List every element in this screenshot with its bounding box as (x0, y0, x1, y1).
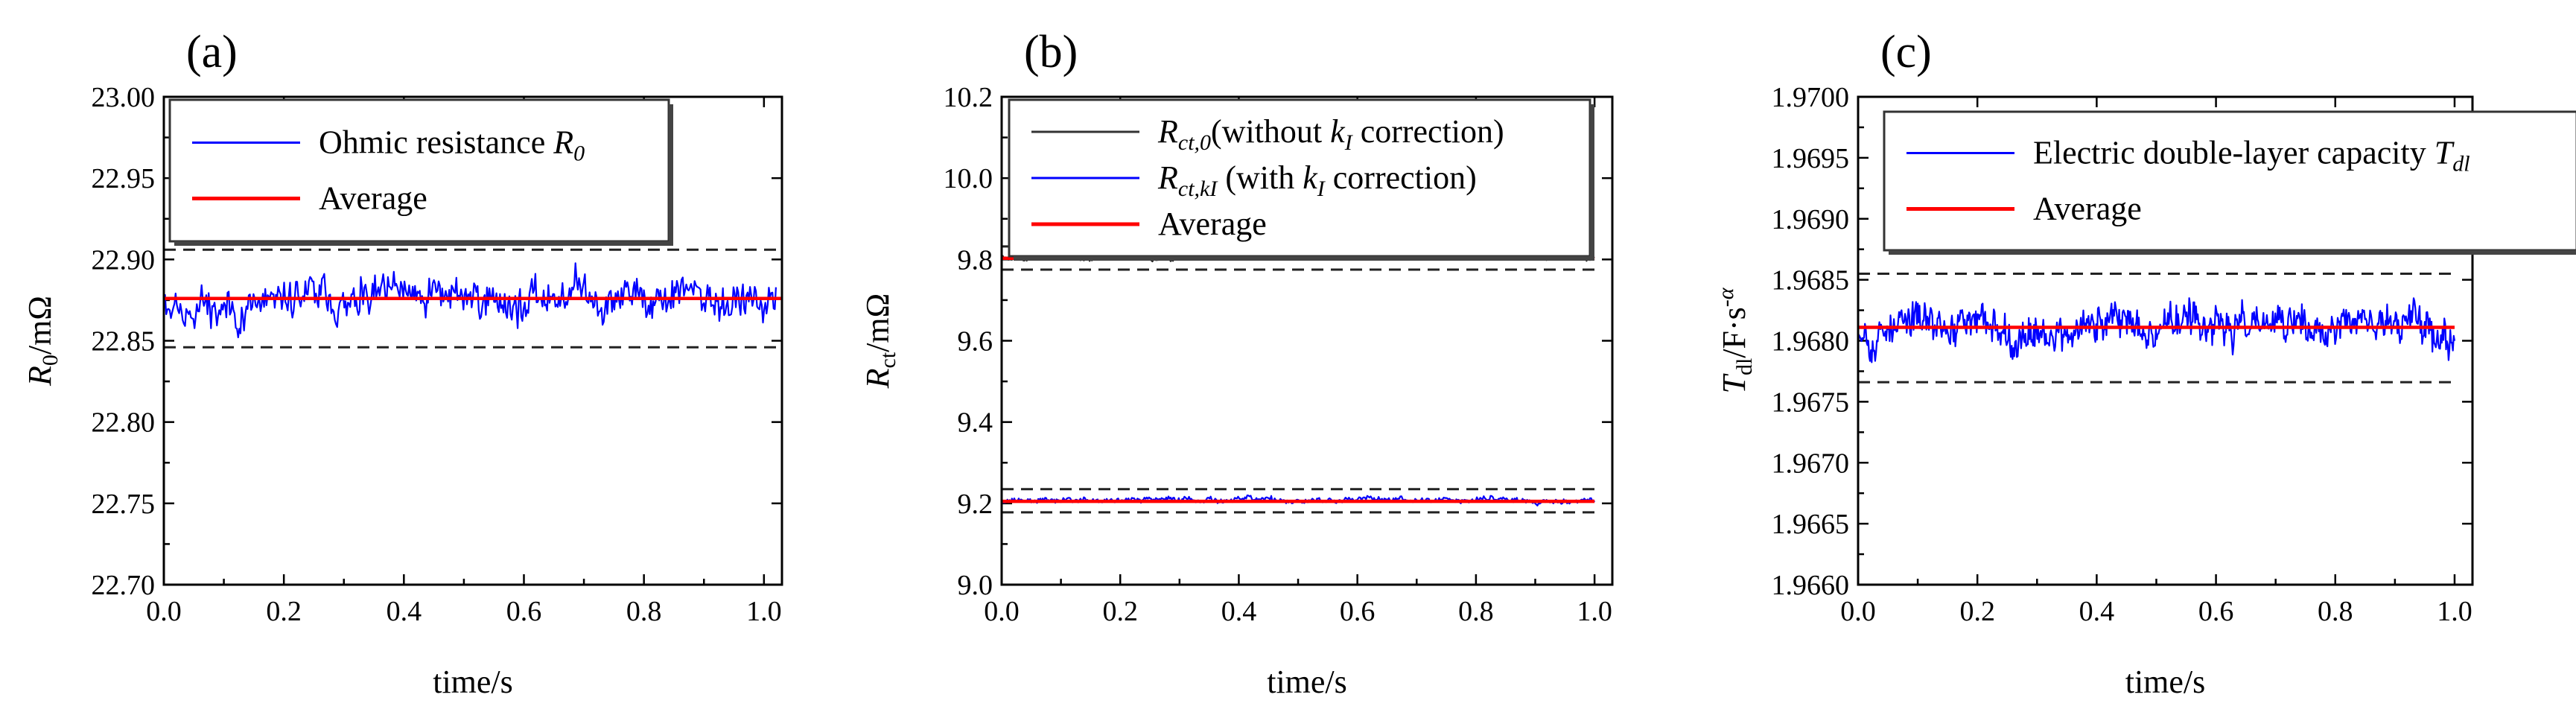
x-tick-label: 0.6 (1340, 596, 1376, 627)
plot-frame (1857, 95, 2474, 586)
legend-shadow (1889, 250, 2576, 255)
y-tick-label: 22.90 (92, 244, 156, 276)
legend-box (168, 98, 670, 243)
y-tick-label: 1.9690 (1772, 204, 1850, 235)
y-tick-label: 22.80 (92, 407, 156, 439)
x-tick-label: 0.0 (1840, 596, 1876, 627)
panel-label: (a) (186, 27, 238, 77)
x-tick-label: 0.2 (1959, 596, 1995, 627)
x-axis-title: time/s (1267, 664, 1347, 700)
x-tick-label: 1.0 (2437, 596, 2472, 627)
y-tick-label: 1.9670 (1772, 448, 1850, 479)
x-tick-label: 0.4 (387, 596, 422, 627)
y-tick-label: 1.9675 (1772, 387, 1850, 418)
y-tick-label: 22.70 (92, 570, 156, 601)
y-tick-label: 9.4 (958, 407, 993, 439)
y-tick-label: 1.9695 (1772, 143, 1850, 174)
legend: Ohmic resistance R0 Average (168, 98, 673, 246)
legend-label: Average (2033, 191, 2142, 227)
legend-label: Average (319, 180, 427, 217)
chart-panel-c: (c) 0.0 0.2 0.4 0.6 0.8 1.0 1.9660 1.9665 1.9670 1… (1714, 27, 2576, 700)
y-tick-label: 1.9665 (1772, 509, 1850, 540)
legend: Electric double-layer capacity Tdl Averag… (1883, 110, 2576, 255)
panel-label: (b) (1024, 27, 1078, 77)
y-axis-title: Tdl/F·s-α (1714, 287, 1757, 393)
chart-panel-b: (b) 0.0 0.2 0.4 0.6 0.8 1.0 9.0 9.2 9.4 9.6 9.8 10.0… (859, 27, 1614, 700)
series-line-0 (164, 262, 777, 339)
y-tick-label: 10.0 (944, 163, 993, 194)
x-tick-label: 0.4 (2079, 596, 2115, 627)
legend-label: Rct,kI (with kI correction) (1157, 159, 1477, 201)
y-tick-label: 9.8 (958, 244, 993, 276)
y-axis-title: R0/mΩ (22, 296, 63, 387)
plot-area (1002, 245, 1596, 514)
legend-shadow (174, 241, 673, 246)
legend-label: Average (1158, 206, 1267, 242)
x-tick-label: 0.8 (2318, 596, 2353, 627)
x-tick-label: 0.6 (506, 596, 542, 627)
x-tick-label: 0.2 (1102, 596, 1138, 627)
legend-shadow (1014, 256, 1594, 261)
y-tick-label: 9.0 (958, 570, 993, 601)
x-tick-label: 0.8 (626, 596, 662, 627)
y-tick-label: 22.85 (92, 326, 156, 358)
y-axis-title: Rct/mΩ (859, 293, 900, 390)
y-tick-label: 1.9660 (1772, 570, 1850, 601)
plot-frame (162, 95, 783, 586)
x-tick-label: 1.0 (1577, 596, 1612, 627)
plot-area (1858, 272, 2456, 384)
legend-shadow (669, 104, 673, 246)
x-tick-label: 1.0 (746, 596, 782, 627)
plot-frame (1000, 95, 1614, 586)
series-line-0 (1858, 297, 2456, 363)
x-tick-label: 0.0 (146, 596, 182, 627)
y-tick-label: 9.6 (958, 326, 993, 358)
x-tick-label: 0.8 (1458, 596, 1494, 627)
y-tick-label: 1.9680 (1772, 326, 1850, 358)
legend-label: Electric double-layer capacity Tdl (2033, 135, 2470, 177)
x-axis-title: time/s (433, 664, 513, 700)
y-tick-label: 10.2 (944, 82, 993, 113)
panel-label: (c) (1880, 27, 1932, 77)
x-tick-label: 0.2 (266, 596, 302, 627)
x-tick-label: 0.0 (984, 596, 1020, 627)
legend: Rct,0(without kI correction)Rct,kI (with… (1008, 98, 1594, 261)
x-tick-label: 0.6 (2198, 596, 2234, 627)
y-tick-label: 1.9700 (1772, 82, 1850, 113)
legend-label: Ohmic resistance R0 (319, 124, 585, 166)
chart-panel-a: (a) 0.0 0.2 0.4 0.6 0.8 1.0 22.70 22.75 22.80 22.8… (22, 27, 783, 700)
y-tick-label: 22.95 (92, 163, 156, 194)
x-axis-title: time/s (2125, 664, 2206, 700)
y-tick-label: 23.00 (92, 82, 156, 113)
legend-label: Rct,0(without kI correction) (1157, 113, 1504, 155)
x-tick-label: 0.4 (1221, 596, 1257, 627)
legend-shadow (1590, 104, 1594, 261)
y-tick-label: 9.2 (958, 489, 993, 520)
y-tick-label: 22.75 (92, 489, 156, 520)
plot-area (164, 248, 782, 349)
y-tick-label: 1.9685 (1772, 265, 1850, 296)
legend-box (1883, 110, 2576, 252)
